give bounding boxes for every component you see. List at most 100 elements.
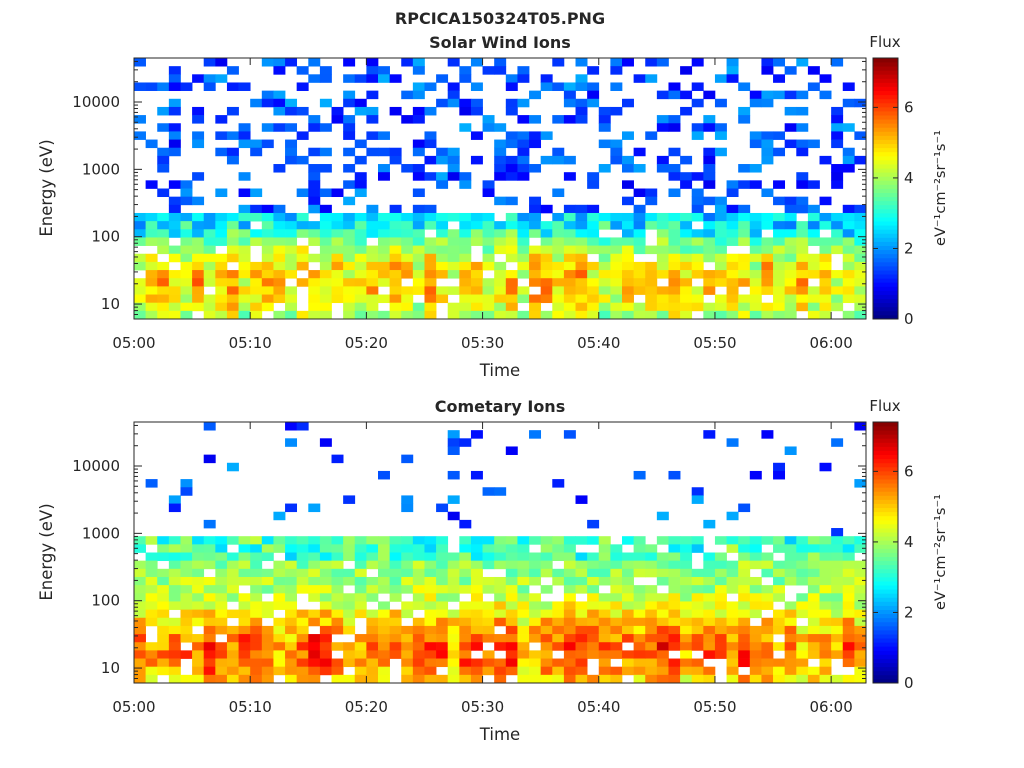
heatmap-cell	[703, 593, 716, 602]
heatmap-cell	[645, 196, 658, 206]
heatmap-cell	[308, 221, 321, 230]
heatmap-cell	[412, 58, 425, 67]
heatmap-cell	[494, 172, 507, 181]
heatmap-cell	[412, 634, 425, 643]
heatmap-cell	[192, 212, 205, 222]
heatmap-cell	[273, 229, 286, 238]
heatmap-cell	[482, 237, 495, 246]
heatmap-cell	[807, 601, 820, 610]
heatmap-cell	[738, 576, 751, 586]
heatmap-cell	[610, 310, 623, 320]
heatmap-cell	[540, 270, 553, 279]
heatmap-cell	[761, 66, 774, 75]
heatmap-cell	[447, 593, 460, 602]
heatmap-cell	[285, 294, 298, 304]
heatmap-cell	[424, 286, 437, 295]
heatmap-cell	[343, 593, 356, 602]
heatmap-cell	[529, 131, 542, 140]
heatmap-cell	[331, 658, 344, 668]
colorbar-segment	[873, 155, 898, 161]
colorbar-segment	[873, 568, 898, 574]
heatmap-cell	[192, 576, 205, 586]
heatmap-cell	[343, 650, 356, 659]
heatmap-cell	[273, 576, 286, 586]
heatmap-cell	[459, 634, 472, 643]
heatmap-cell	[250, 302, 263, 312]
colorbar-segment	[873, 450, 898, 456]
heatmap-cell	[343, 278, 356, 287]
heatmap-cell	[738, 625, 751, 635]
heatmap-cell	[203, 560, 216, 570]
heatmap-cell	[656, 576, 669, 586]
heatmap-cell	[668, 634, 681, 643]
heatmap-cell	[215, 221, 228, 230]
colorbar-segment	[873, 94, 898, 100]
colorbar-units: eV⁻¹cm⁻²sr⁻¹s⁻¹	[933, 494, 949, 610]
heatmap-cell	[691, 172, 704, 181]
heatmap-cell	[285, 438, 298, 447]
heatmap-cell	[192, 131, 205, 140]
heatmap-cell	[633, 278, 646, 287]
heatmap-cell	[482, 221, 495, 230]
heatmap-cell	[447, 237, 460, 246]
heatmap-cell	[540, 221, 553, 230]
heatmap-cell	[598, 666, 611, 676]
heatmap-cell	[749, 310, 762, 320]
heatmap-cell	[842, 123, 855, 132]
heatmap-cell	[250, 601, 263, 610]
heatmap-cell	[714, 74, 727, 83]
heatmap-cell	[168, 286, 181, 295]
heatmap-cell	[192, 593, 205, 602]
colorbar-segment	[873, 523, 898, 529]
heatmap-cell	[575, 601, 588, 610]
heatmap-cell	[854, 593, 867, 602]
heatmap-cell	[691, 131, 704, 140]
heatmap-cell	[598, 270, 611, 279]
heatmap-cell	[831, 601, 844, 610]
x-axis-label: Time	[479, 361, 520, 380]
heatmap-cell	[378, 552, 390, 562]
panel-solar-wind-ions: Solar Wind Ions 05:00 05:10 05:20 05:30 05:4…	[37, 33, 949, 380]
heatmap-cell	[714, 302, 727, 312]
heatmap-cell	[226, 585, 239, 594]
heatmap-cell	[447, 261, 460, 271]
heatmap-cell	[494, 487, 507, 496]
heatmap-cell	[529, 164, 542, 173]
heatmap-cell	[738, 674, 751, 684]
heatmap-cell	[436, 552, 449, 562]
heatmap-cell	[424, 212, 437, 222]
heatmap-cell	[622, 229, 634, 238]
colorbar-segment	[873, 131, 898, 136]
heatmap-cell	[459, 229, 472, 238]
colorbar-segment	[873, 270, 898, 275]
heatmap-cell	[436, 544, 449, 553]
heatmap-cell	[319, 438, 332, 447]
heatmap-cell	[645, 286, 658, 295]
heatmap-cell	[447, 560, 460, 570]
heatmap-cell	[366, 544, 379, 553]
y-tick-label: 100	[91, 228, 120, 246]
heatmap-cell	[238, 634, 251, 643]
heatmap-cell	[598, 261, 611, 271]
heatmap-cell	[436, 261, 449, 271]
heatmap-cell	[517, 560, 530, 570]
heatmap-cell	[854, 617, 867, 627]
heatmap-cell	[691, 270, 704, 279]
colorbar-tick-label: 4	[904, 533, 914, 551]
heatmap-cell	[610, 560, 623, 570]
heatmap-cell	[796, 204, 809, 214]
heatmap-cell	[807, 310, 820, 320]
heatmap-cell	[366, 294, 379, 304]
heatmap-cell	[389, 544, 402, 553]
heatmap-cell	[703, 155, 716, 165]
heatmap-cell	[668, 552, 681, 562]
heatmap-cell	[459, 278, 472, 287]
colorbar-segment	[873, 503, 898, 509]
heatmap-cell	[192, 139, 205, 149]
heatmap-cell	[540, 204, 553, 214]
heatmap-cell	[250, 544, 263, 553]
colorbar-segment	[873, 581, 898, 586]
heatmap-cell	[226, 286, 239, 295]
heatmap-cell	[796, 601, 809, 610]
heatmap-cell	[575, 204, 588, 214]
